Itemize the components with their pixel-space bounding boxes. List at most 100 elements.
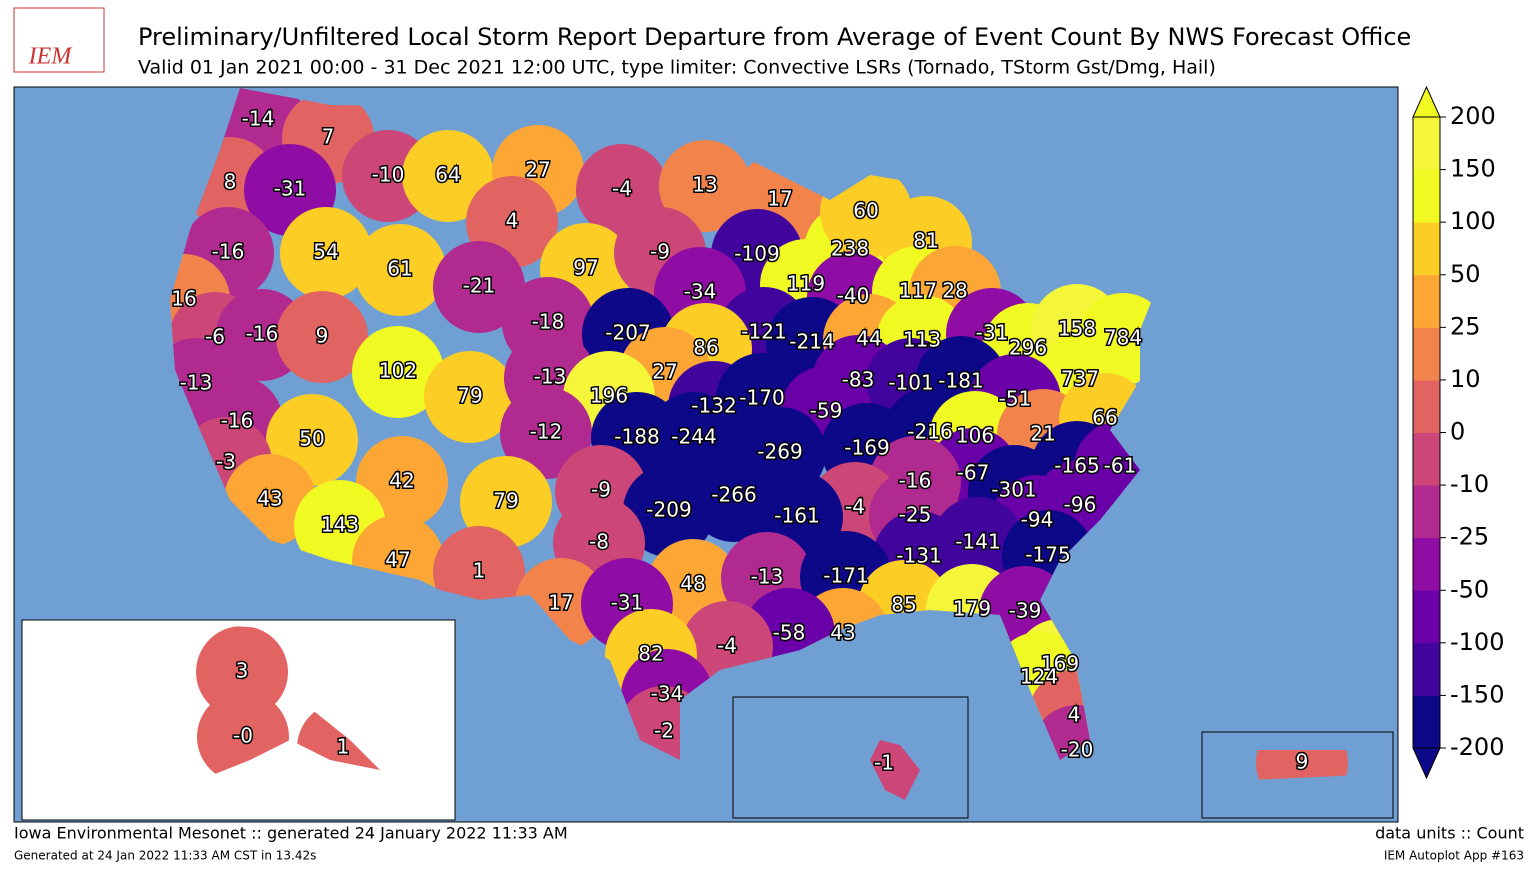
office-region (460, 456, 552, 548)
office-label: -207 (605, 321, 650, 345)
subtitle: Valid 01 Jan 2021 00:00 - 31 Dec 2021 12… (138, 57, 1216, 79)
office-label: -301 (991, 478, 1036, 502)
colorbar-tick-label: 25 (1450, 312, 1481, 340)
office-label: 196 (590, 384, 628, 408)
office-label: -165 (1054, 454, 1099, 478)
footer-right-small: IEM Autoplot App #163 (1384, 849, 1524, 863)
office-label: 81 (913, 229, 938, 253)
office-region (276, 291, 368, 383)
footer-left-small: Generated at 24 Jan 2022 11:33 AM CST in… (14, 849, 316, 863)
office-label: 79 (493, 489, 518, 513)
office-label: -3 (216, 450, 236, 474)
office-label: 238 (831, 237, 869, 261)
office-region (354, 224, 446, 316)
office-label: 60 (853, 199, 878, 223)
office-label: -20 (1061, 738, 1094, 762)
colorbar-segment (1413, 537, 1440, 591)
office-label: 85 (891, 593, 916, 617)
office-label: -39 (1009, 599, 1042, 623)
office-label: -4 (717, 634, 737, 658)
office-label: -132 (691, 394, 736, 418)
office-label: -161 (774, 504, 819, 528)
office-label: -16 (221, 409, 254, 433)
office-label: 8 (224, 170, 237, 194)
colorbar-segment (1413, 379, 1440, 433)
office-label: 117 (899, 279, 937, 303)
office-label: -13 (751, 565, 784, 589)
office-label: 27 (525, 158, 550, 182)
office-label: -2 (654, 719, 674, 743)
office-label: -59 (810, 399, 843, 423)
office-region (500, 387, 592, 479)
office-label: -16 (246, 322, 279, 346)
office-label: -34 (651, 682, 684, 706)
office-label: -13 (534, 365, 567, 389)
colorbar-under (1412, 747, 1441, 780)
office-label: 86 (693, 336, 718, 360)
office-label: -16 (899, 469, 932, 493)
colorbar-segment (1413, 590, 1440, 644)
office-label: 7 (322, 125, 335, 149)
office-label: 158 (1058, 317, 1096, 341)
colorbar-segment (1413, 642, 1440, 696)
colorbar-tick-label: 200 (1450, 102, 1496, 130)
office-label: -31 (611, 591, 644, 615)
office-label: -4 (612, 177, 632, 201)
office-label: 97 (573, 256, 598, 280)
office-label: 4 (1068, 703, 1081, 727)
title: Preliminary/Unfiltered Local Storm Repor… (138, 23, 1411, 51)
colorbar-tick-label: -25 (1450, 523, 1489, 551)
office-region (196, 626, 288, 718)
office-label: -269 (757, 440, 802, 464)
office-label: -67 (957, 461, 990, 485)
office-label: -244 (671, 425, 716, 449)
office-label: 143 (321, 513, 359, 537)
colorbar-tick-label: -10 (1450, 470, 1489, 498)
colorbar-over (1412, 85, 1441, 118)
office-region (424, 351, 516, 443)
office-label: -188 (614, 425, 659, 449)
office-label: 13 (692, 173, 717, 197)
office-label: 82 (638, 642, 663, 666)
office-label: -31 (976, 321, 1009, 345)
footer-left: Iowa Environmental Mesonet :: generated … (14, 824, 568, 843)
hawaii-inset (732, 696, 969, 819)
office-label: -12 (530, 420, 563, 444)
office-label: 43 (830, 621, 855, 645)
office-region (659, 140, 751, 232)
office-label: -94 (1021, 508, 1054, 532)
office-label: -16 (212, 240, 245, 264)
office-label: -8 (589, 530, 609, 554)
colorbar-segment (1413, 432, 1440, 486)
footer-right: data units :: Count (1375, 824, 1524, 843)
office-label: 48 (680, 572, 705, 596)
office-label: -10 (372, 163, 405, 187)
office-label: 54 (313, 240, 338, 264)
colorbar-tick-label: 0 (1450, 418, 1465, 446)
office-label: 1 (473, 559, 486, 583)
office-label: 43 (257, 487, 282, 511)
colorbar-segment (1413, 485, 1440, 539)
office-label: -31 (274, 177, 307, 201)
office-label: 124 (1020, 665, 1058, 689)
office-label: -18 (532, 310, 565, 334)
colorbar-segment (1413, 695, 1440, 749)
office-label: 17 (548, 591, 573, 615)
office-label: -121 (741, 320, 786, 344)
office-label: 113 (903, 328, 941, 352)
office-label: 66 (1092, 406, 1117, 430)
office-label: 179 (953, 597, 991, 621)
colorbar-tick-label: 50 (1450, 260, 1481, 288)
colorbar-tick-label: 100 (1450, 207, 1496, 235)
office-label: 21 (1030, 422, 1055, 446)
colorbar-segment (1413, 274, 1440, 328)
office-label: -109 (734, 242, 779, 266)
office-label: 3 (236, 659, 249, 683)
office-label: -131 (896, 544, 941, 568)
colorbar-tick-label: -50 (1450, 575, 1489, 603)
logo-text: IEM (28, 44, 74, 70)
office-label: -216 (907, 420, 952, 444)
office-label: -214 (789, 330, 834, 354)
office-label: 47 (385, 548, 410, 572)
